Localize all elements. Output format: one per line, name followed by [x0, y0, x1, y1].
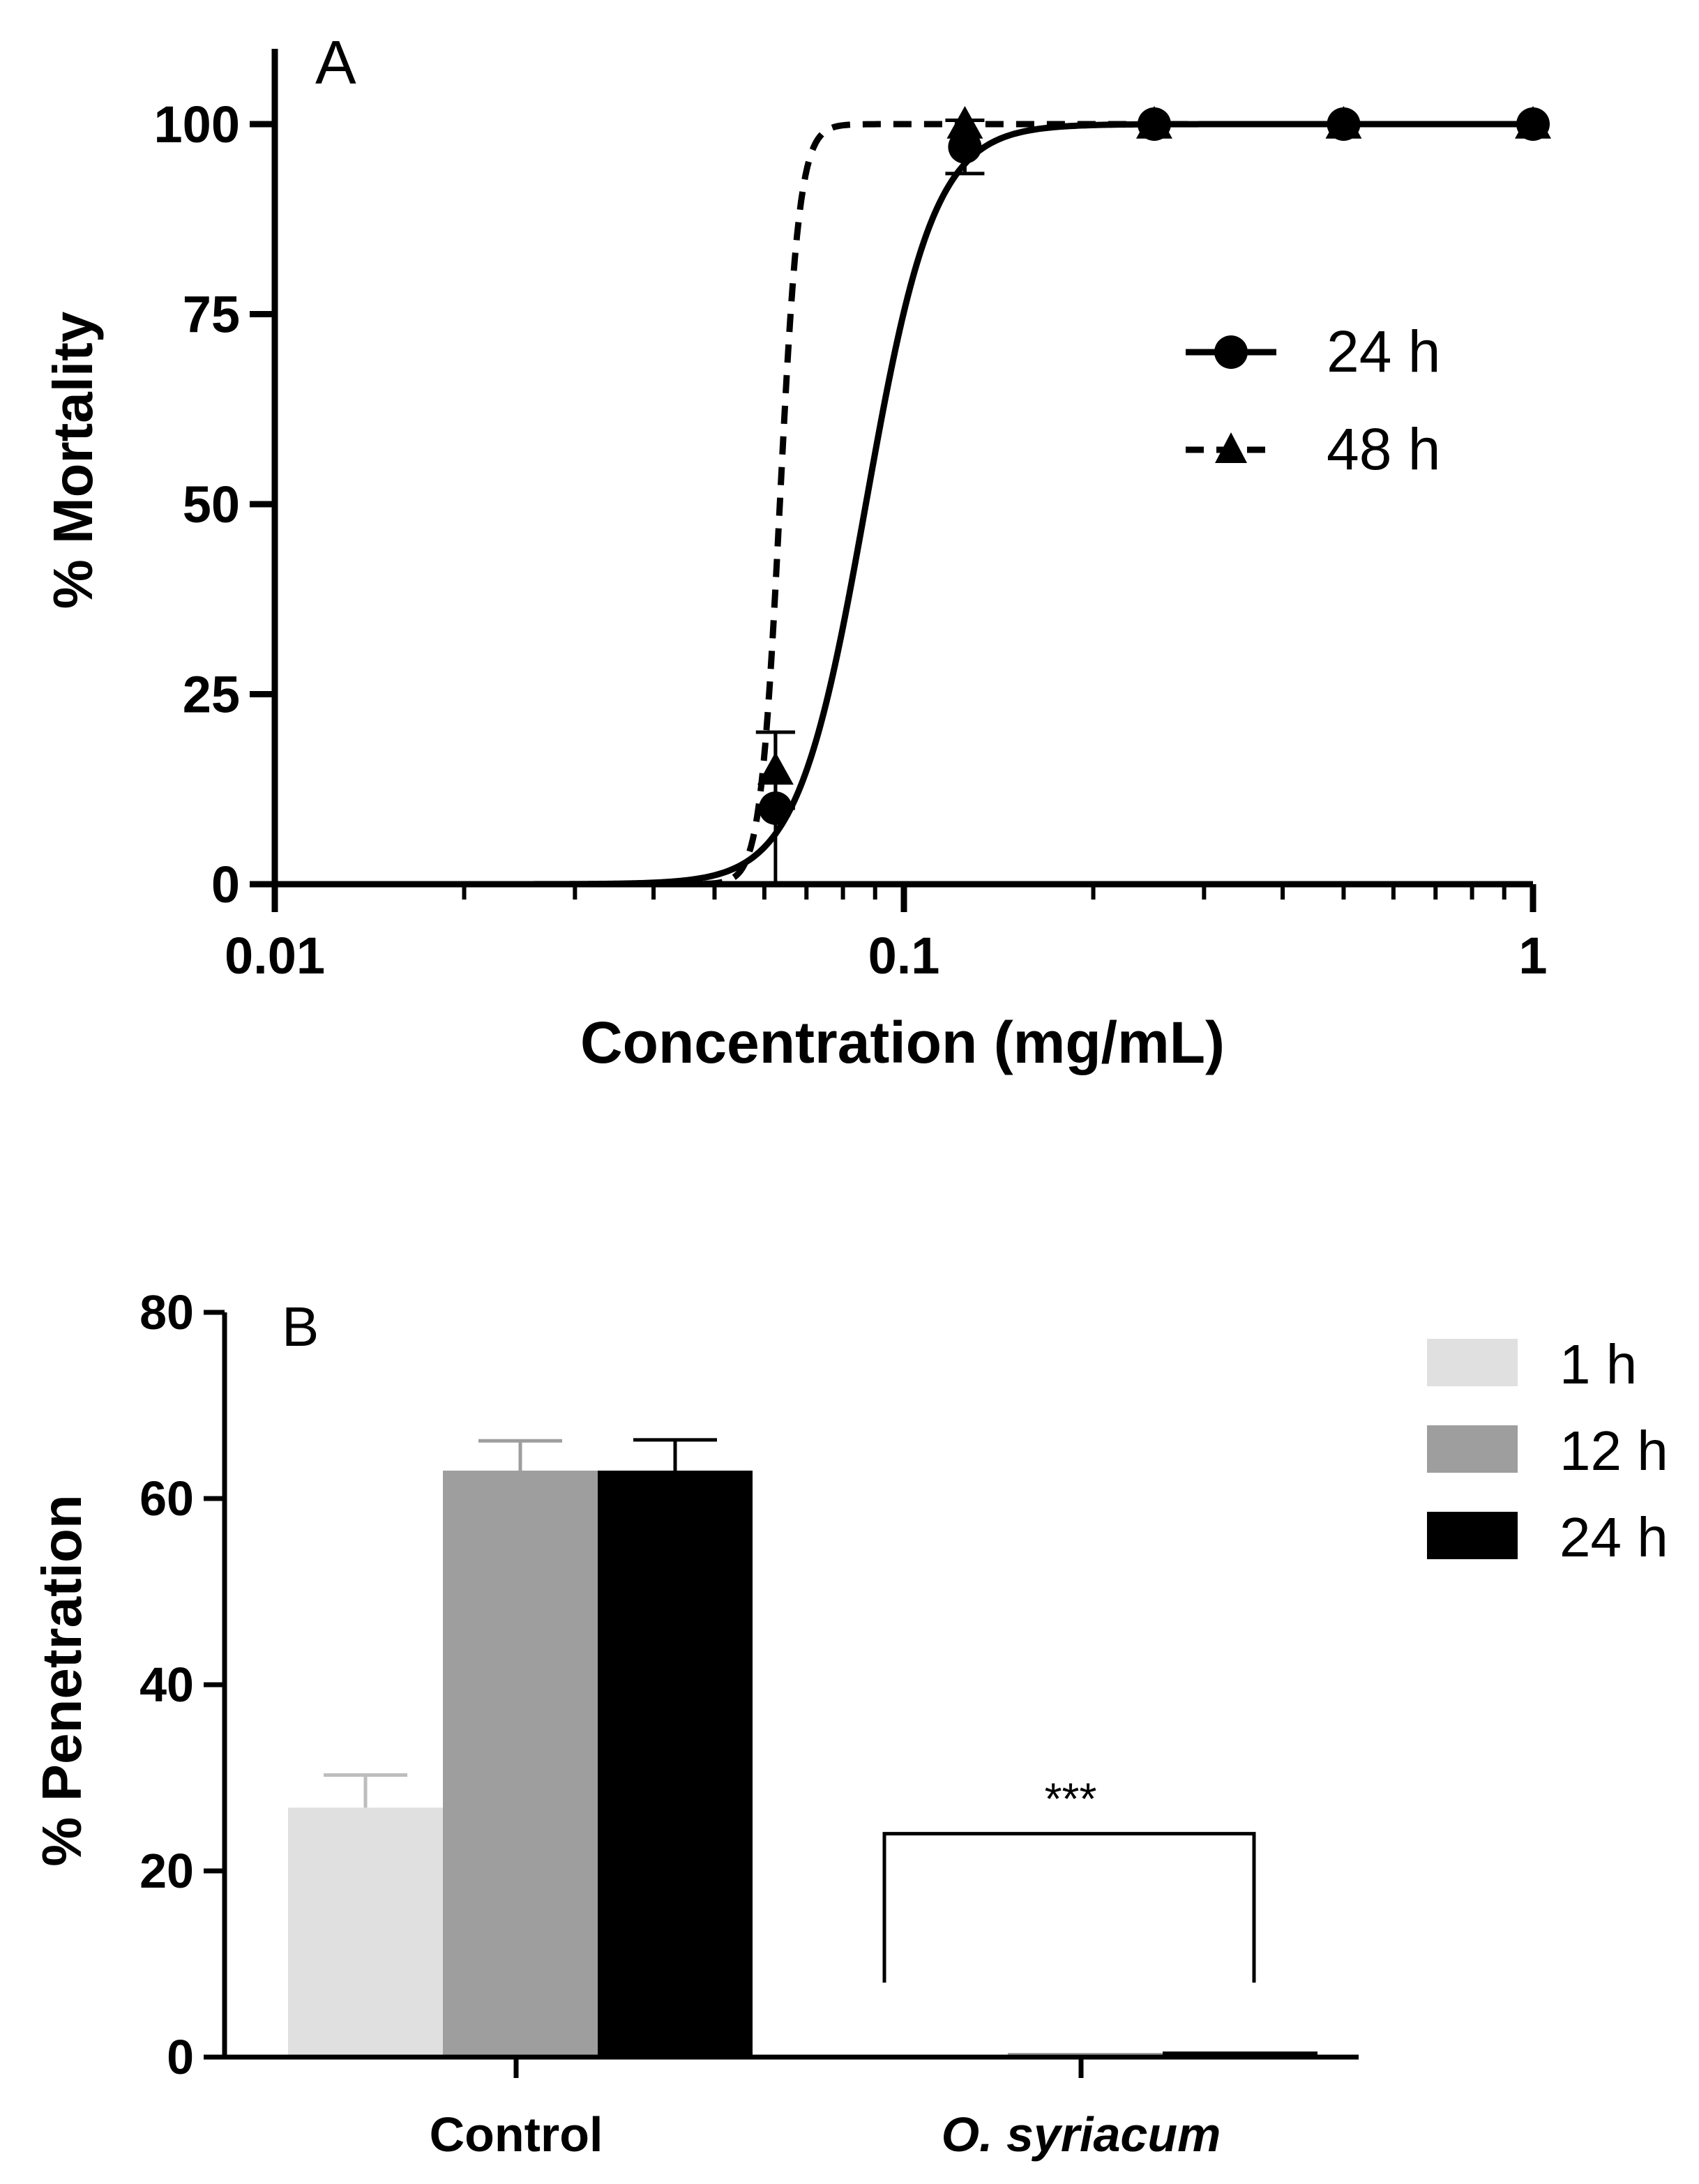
fit-curve-48h [275, 121, 1533, 888]
bar-0-1 [443, 1470, 598, 2057]
significance-annotation: *** [882, 1774, 1256, 1983]
point-48h-3 [1325, 106, 1362, 139]
b-y-tick-label-40: 40 [139, 1658, 194, 1712]
panel-a-curves [275, 121, 1533, 888]
bar-0-2 [598, 1470, 753, 2057]
category-label-control: Control [430, 2107, 603, 2162]
legend-48h-marker [1215, 432, 1247, 463]
y-tick-label-100: 100 [154, 96, 240, 153]
point-48h-2 [1135, 106, 1172, 139]
legend-48h-label: 48 h [1327, 416, 1441, 482]
x-tick-label-0.1: 0.1 [868, 927, 940, 985]
y-tick-label-25: 25 [183, 666, 240, 724]
y-tick-label-75: 75 [183, 286, 240, 344]
panel-b-ticks: 0 20 40 60 80 [139, 1285, 225, 2084]
panel-a-points [755, 106, 1551, 886]
category-label-o-syriacum: O. syriacum [942, 2107, 1221, 2162]
legend-24h-label: 24 h [1327, 319, 1441, 384]
legend-1h-label: 1 h [1560, 1333, 1637, 1395]
significance-stars: *** [1045, 1774, 1097, 1824]
b-y-tick-label-0: 0 [167, 2030, 194, 2084]
legend-24h-swatch [1427, 1512, 1518, 1559]
panel-a-y-axis-title: % Mortality [42, 311, 104, 609]
bar-1-2 [1163, 2051, 1317, 2057]
y-tick-label-50: 50 [183, 476, 240, 533]
x-tick-label-0.01: 0.01 [225, 927, 325, 985]
panel-a-legend: 24 h 48 h [1186, 319, 1441, 482]
panel-a-x-axis-title: Concentration (mg/mL) [580, 1010, 1225, 1075]
panel-a: A 0 25 50 75 100 0.01 0.1 1 Concentration (mg/m… [42, 28, 1551, 1075]
x-tick-label-1: 1 [1518, 927, 1547, 985]
fit-curve-24h [275, 121, 1533, 888]
legend-24h-marker [1214, 335, 1248, 369]
b-y-tick-label-60: 60 [139, 1471, 194, 1526]
panel-b-letter: B [282, 1296, 319, 1358]
legend-12h-label: 12 h [1560, 1420, 1668, 1482]
panel-a-letter: A [315, 28, 356, 97]
y-tick-label-0: 0 [211, 856, 240, 913]
bar-0-0 [288, 1807, 443, 2057]
b-y-tick-label-20: 20 [139, 1844, 194, 1898]
b-y-tick-label-80: 80 [139, 1285, 194, 1340]
point-48h-4 [1515, 106, 1551, 139]
panel-b-y-axis-title: % Penetration [31, 1494, 93, 1866]
point-48h-1 [946, 106, 983, 139]
point-48h-0 [757, 752, 794, 785]
legend-24h-b-label: 24 h [1560, 1506, 1668, 1568]
panel-b-bars [288, 1438, 1317, 2057]
significance-bracket [882, 1832, 1256, 1983]
panel-b: B 0 20 40 60 80 Control O. syriacum % Penetr… [31, 1285, 1668, 2162]
legend-1h-swatch [1427, 1339, 1518, 1386]
legend-12h-swatch [1427, 1425, 1518, 1473]
panel-b-legend: 1 h 12 h 24 h [1427, 1333, 1668, 1568]
panel-a-ticks: 0 25 50 75 100 0.01 0.1 1 [154, 96, 1548, 985]
